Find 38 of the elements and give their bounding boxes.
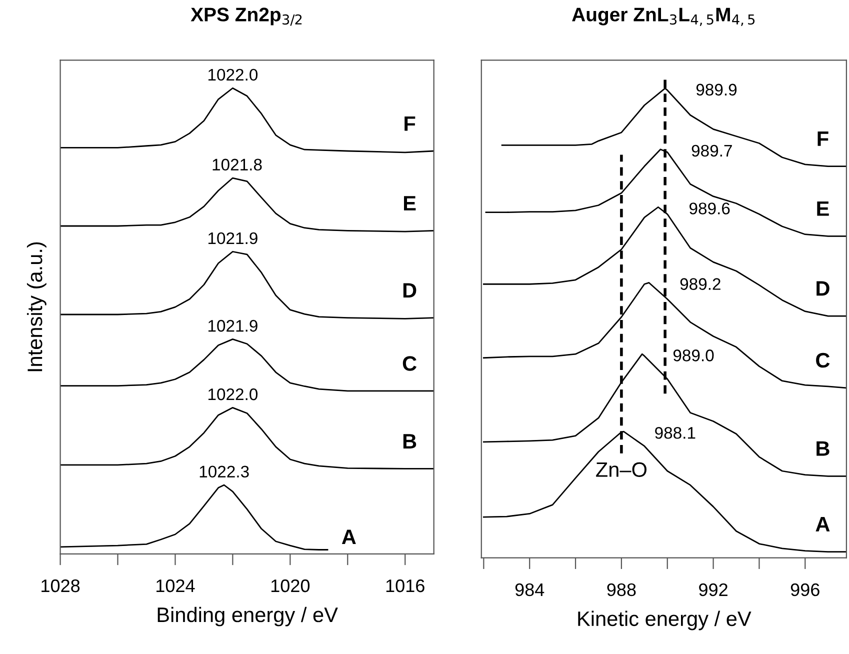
annotation: 989.0 bbox=[673, 350, 714, 362]
annotation: 1022.3 bbox=[200, 466, 249, 478]
ref-line-label: Zn–O bbox=[596, 462, 646, 477]
series-label: B bbox=[816, 441, 830, 456]
annotation: 1022.0 bbox=[208, 68, 258, 81]
series-label: F bbox=[818, 132, 828, 146]
series-label: E bbox=[404, 196, 416, 210]
series-label: C bbox=[402, 356, 417, 371]
x-axis-title: Kinetic energy / eV bbox=[578, 610, 752, 630]
annotation: 989.7 bbox=[692, 144, 732, 157]
x-tick-label: 984 bbox=[515, 583, 544, 596]
series-label: A bbox=[342, 530, 356, 544]
series-label: A bbox=[816, 516, 830, 532]
x-tick-label: 1016 bbox=[386, 579, 424, 592]
series-label: D bbox=[816, 281, 830, 296]
series-label: C bbox=[816, 352, 830, 368]
annotation: 1021.9 bbox=[208, 320, 258, 332]
annotation: 1021.8 bbox=[212, 158, 262, 171]
annotation: 989.9 bbox=[696, 84, 737, 96]
annotation: 989.2 bbox=[680, 278, 720, 290]
series-label: F bbox=[404, 116, 416, 131]
annotation: 1022.0 bbox=[208, 388, 258, 400]
x-tick-label: 996 bbox=[790, 583, 820, 596]
y-axis-title: Intensity (a.u.) bbox=[26, 242, 46, 372]
x-tick-label: 1024 bbox=[156, 579, 195, 592]
series-label: E bbox=[817, 201, 829, 216]
chart-title: Auger ZnL$_{3}$L$_{4,5}$M$_{4,5}$ bbox=[572, 8, 755, 26]
annotation: 1021.9 bbox=[208, 232, 258, 244]
x-axis-title: Binding energy / eV bbox=[158, 606, 338, 626]
x-tick-label: 988 bbox=[607, 583, 636, 596]
series-label: B bbox=[403, 434, 416, 448]
series-label: D bbox=[403, 283, 416, 298]
annotation: 989.6 bbox=[690, 202, 730, 214]
x-tick-label: 1020 bbox=[271, 579, 310, 592]
chart-title: XPS Zn2p$_{3/2}$ bbox=[190, 8, 302, 26]
x-tick-label: 1028 bbox=[42, 579, 80, 592]
x-tick-label: 992 bbox=[699, 583, 728, 596]
annotation: 988.1 bbox=[655, 427, 696, 439]
